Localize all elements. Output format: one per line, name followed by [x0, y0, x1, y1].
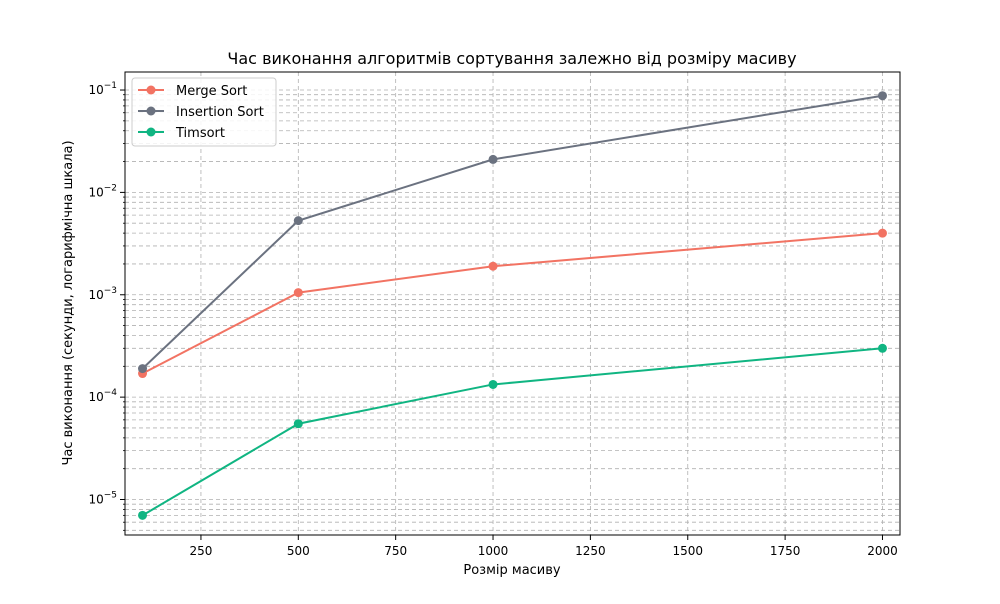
grid-layer: [125, 72, 900, 535]
series-line-timsort: [142, 347, 883, 517]
x-tick-label: 1000: [478, 544, 509, 558]
data-point-timsort: [488, 379, 498, 389]
x-tick-label: 2000: [867, 544, 898, 558]
legend-marker-merge-sort: [146, 85, 156, 95]
series-layer: [138, 91, 887, 520]
chart-title: Час виконання алгоритмів сортування зале…: [227, 49, 796, 68]
y-tick-label: 10−1: [88, 81, 117, 97]
data-point-insertion-sort: [293, 216, 303, 226]
legend-marker-timsort: [146, 127, 156, 137]
y-tick-label: 10−3: [88, 286, 117, 302]
y-tick-label: 10−4: [88, 388, 117, 404]
x-tick-label: 750: [384, 544, 407, 558]
legend-box: [131, 77, 277, 147]
data-point-insertion-sort: [488, 154, 498, 164]
plot-frame: [124, 71, 901, 536]
legend: Merge Sort Insertion Sort Timsort: [131, 77, 277, 147]
x-tick-label: 500: [287, 544, 310, 558]
y-axis-label: Час виконання (секунди, логарифмічна шка…: [61, 140, 76, 465]
legend-item-merge-sort: Merge Sort: [138, 84, 247, 99]
legend-label-merge-sort: Merge Sort: [176, 84, 247, 99]
data-point-timsort: [877, 343, 887, 353]
x-tick-label: 250: [189, 544, 212, 558]
legend-label-timsort: Timsort: [175, 126, 225, 141]
data-point-merge-sort: [877, 228, 887, 238]
y-tick-label: 10−2: [88, 183, 117, 199]
data-point-timsort: [138, 510, 148, 520]
data-point-merge-sort: [293, 288, 303, 298]
legend-item-insertion-sort: Insertion Sort: [138, 105, 264, 120]
legend-marker-insertion-sort: [146, 106, 156, 116]
series-line-insertion-sort: [141, 94, 883, 370]
legend-item-timsort: Timsort: [138, 126, 225, 141]
data-point-insertion-sort: [877, 91, 887, 101]
x-tick-label: 1250: [575, 544, 606, 558]
data-point-timsort: [293, 419, 303, 429]
data-point-insertion-sort: [138, 364, 148, 374]
data-point-merge-sort: [488, 261, 498, 271]
ticks-layer: 250 500 750 1000 1250 1500 1750 2000 10−5 10−4 10−…: [88, 81, 897, 558]
y-tick-label: 10−5: [88, 490, 117, 506]
x-tick-label: 1750: [770, 544, 801, 558]
legend-label-insertion-sort: Insertion Sort: [176, 105, 264, 120]
x-axis-label: Розмір масиву: [463, 563, 561, 578]
x-tick-label: 1500: [672, 544, 703, 558]
series-line-merge-sort: [142, 232, 883, 375]
